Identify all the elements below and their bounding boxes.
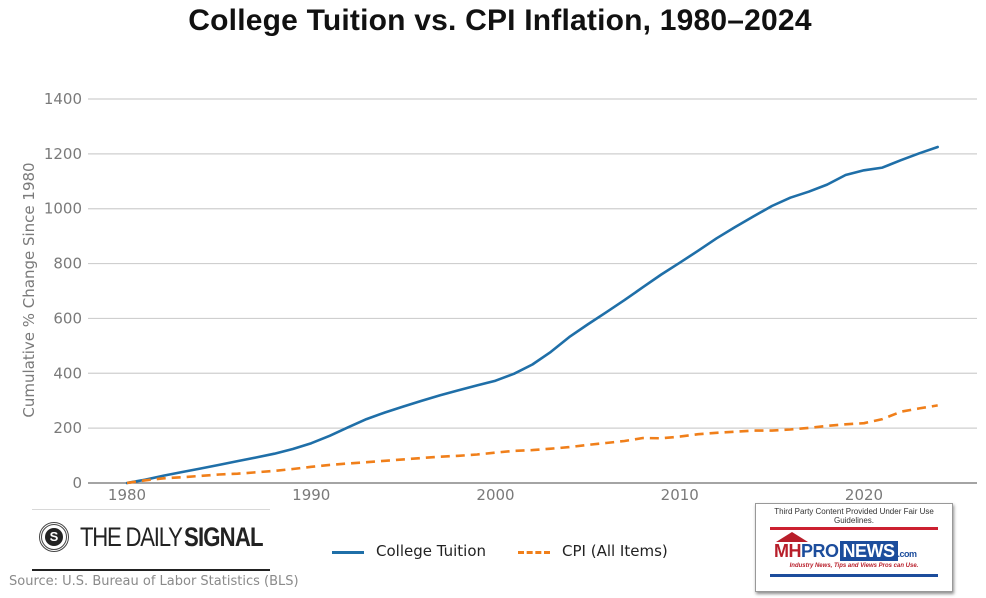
- y-axis-label: Cumulative % Change Since 1980: [20, 162, 38, 417]
- legend-label-cpi: CPI (All Items): [562, 542, 668, 560]
- fair-use-text: Third Party Content Provided Under Fair …: [774, 507, 934, 525]
- mhpronews-wordmark: MHPRO NEWS .com: [774, 541, 917, 561]
- axes: 0 200 400 600 800 1000 1200 1400 1980 1990 2000 201…: [44, 90, 977, 504]
- x-tick-label: 2000: [476, 486, 514, 504]
- x-tick-label: 2020: [845, 486, 883, 504]
- y-tick-label: 1000: [44, 200, 82, 218]
- y-tick-label: 600: [53, 309, 82, 327]
- source-note: Source: U.S. Bureau of Labor Statistics …: [9, 574, 299, 589]
- y-tick-label: 0: [72, 474, 82, 492]
- y-tick-label: 1400: [44, 90, 82, 108]
- daily-signal-logo: S THE DAILY SIGNAL: [32, 509, 270, 571]
- series-line-college-tuition: [125, 145, 940, 485]
- x-tick-label: 2010: [661, 486, 699, 504]
- logo-text-signal: SIGNAL: [184, 522, 264, 552]
- series: [125, 145, 940, 485]
- y-tick-label: 800: [53, 255, 82, 273]
- y-tick-label: 200: [53, 419, 82, 437]
- y-tick-label: 1200: [44, 145, 82, 163]
- logo-text-the-daily: THE DAILY: [80, 522, 183, 552]
- house-roof-icon: [776, 532, 808, 542]
- watermark-red-bar: [770, 527, 938, 530]
- y-tick-label: 400: [53, 364, 82, 382]
- watermark-blue-bar: [770, 574, 938, 577]
- series-line-cpi: [126, 404, 938, 485]
- watermark-tagline: Industry News, Tips and Views Pros can U…: [789, 563, 919, 569]
- x-tick-label: 1980: [108, 486, 146, 504]
- legend-swatch-tuition: [332, 551, 364, 554]
- signal-badge-icon: S: [39, 522, 69, 552]
- mhpronews-watermark: Third Party Content Provided Under Fair …: [755, 503, 953, 592]
- legend-label-tuition: College Tuition: [376, 542, 487, 560]
- legend-swatch-cpi: [518, 551, 550, 554]
- x-tick-label: 1990: [292, 486, 330, 504]
- gridlines: [88, 98, 977, 429]
- chart-title: College Tuition vs. CPI Inflation, 1980–…: [188, 4, 812, 37]
